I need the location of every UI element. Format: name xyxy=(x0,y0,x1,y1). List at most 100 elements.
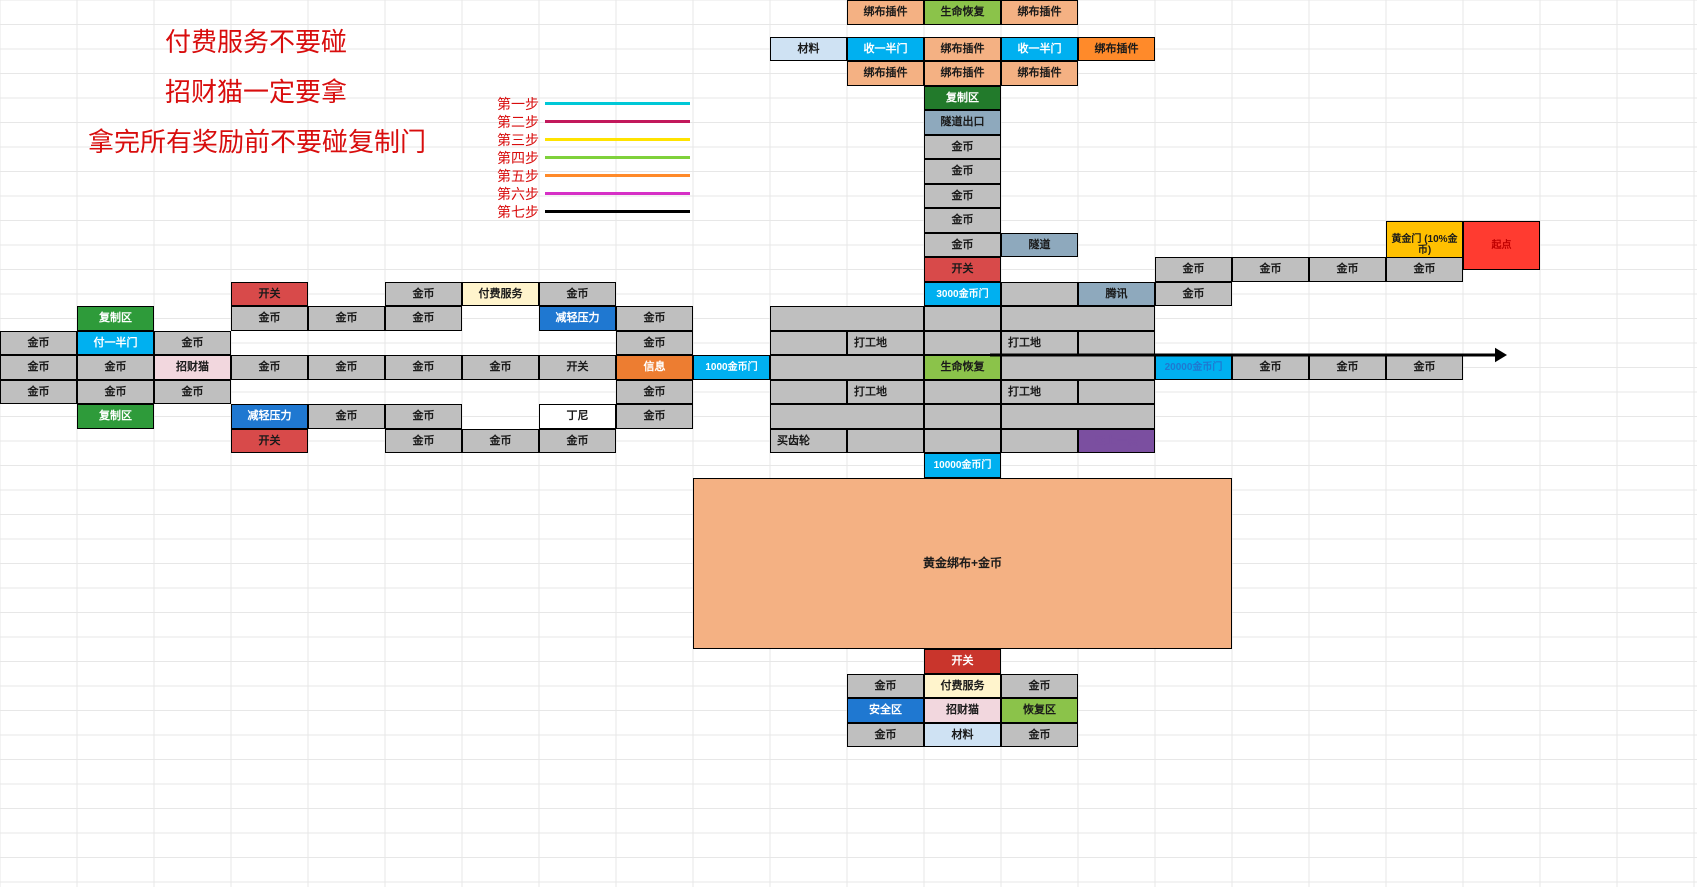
map-cell: 10000金币门 xyxy=(924,453,1001,478)
map-cell: 金币 xyxy=(924,233,1001,258)
map-cell: 打工地 xyxy=(847,331,924,356)
map-cell: 金币 xyxy=(77,355,154,380)
map-cell: 金币 xyxy=(308,355,385,380)
map-cell: 金币 xyxy=(385,429,462,454)
advice-note: 招财猫一定要拿 xyxy=(165,72,347,109)
map-cell: 3000金币门 xyxy=(924,282,1001,307)
map-cell: 收一半门 xyxy=(1001,37,1078,62)
map-cell: 绑布插件 xyxy=(847,0,924,25)
map-cell xyxy=(770,380,847,405)
map-cell: 绑布插件 xyxy=(924,61,1001,86)
map-cell xyxy=(924,380,1001,405)
map-cell: 金币 xyxy=(616,380,693,405)
legend-step-label: 第二步 xyxy=(497,112,539,132)
map-cell: 信息 xyxy=(616,355,693,380)
map-cell: 生命恢复 xyxy=(924,0,1001,25)
legend-step-line xyxy=(545,138,690,141)
map-cell: 金币 xyxy=(616,331,693,356)
map-cell: 黄金绑布+金币 xyxy=(693,478,1232,650)
map-cell: 金币 xyxy=(1232,257,1309,282)
map-cell: 付费服务 xyxy=(462,282,539,307)
map-cell: 付费服务 xyxy=(924,674,1001,699)
map-cell: 起点 xyxy=(1463,221,1540,270)
map-cell: 金币 xyxy=(924,135,1001,160)
map-cell: 金币 xyxy=(231,355,308,380)
map-cell: 腾讯 xyxy=(1078,282,1155,307)
legend-step-label: 第四步 xyxy=(497,148,539,168)
map-cell: 回上一层 xyxy=(1078,429,1155,454)
map-cell: 付一半门 xyxy=(77,331,154,356)
map-cell: 丁尼 xyxy=(539,404,616,429)
map-cell xyxy=(924,306,1001,331)
map-cell xyxy=(1078,380,1155,405)
map-cell: 金币 xyxy=(154,331,231,356)
map-cell xyxy=(770,404,924,429)
map-cell: 绑布插件 xyxy=(1001,61,1078,86)
map-cell: 1000金币门 xyxy=(693,355,770,380)
map-cell xyxy=(1001,429,1078,454)
map-cell: 金币 xyxy=(385,282,462,307)
legend-step-line xyxy=(545,156,690,159)
map-cell xyxy=(770,331,847,356)
map-cell: 减轻压力 xyxy=(231,404,308,429)
map-cell: 恢复区 xyxy=(1001,698,1078,723)
map-cell: 买齿轮 xyxy=(770,429,847,454)
map-cell: 复制区 xyxy=(77,404,154,429)
map-cell xyxy=(924,404,1001,429)
map-cell xyxy=(770,306,924,331)
map-cell: 金币 xyxy=(539,282,616,307)
map-cell: 金币 xyxy=(847,723,924,748)
legend-step-line xyxy=(545,210,690,213)
map-cell: 金币 xyxy=(385,306,462,331)
legend-step-label: 第五步 xyxy=(497,166,539,186)
map-cell xyxy=(770,355,924,380)
map-cell: 金币 xyxy=(462,429,539,454)
map-cell: 招财猫 xyxy=(924,698,1001,723)
map-cell xyxy=(1001,404,1155,429)
map-cell: 绑布插件 xyxy=(1078,37,1155,62)
map-cell: 金币 xyxy=(1155,257,1232,282)
map-cell xyxy=(1001,282,1078,307)
map-cell: 金币 xyxy=(847,674,924,699)
map-cell: 金币 xyxy=(0,331,77,356)
map-cell: 收一半门 xyxy=(847,37,924,62)
map-cell: 开关 xyxy=(924,257,1001,282)
map-cell: 金币 xyxy=(616,306,693,331)
map-cell: 打工地 xyxy=(847,380,924,405)
map-cell: 金币 xyxy=(616,404,693,429)
advice-note: 拿完所有奖励前不要碰复制门 xyxy=(88,122,426,159)
map-cell: 减轻压力 xyxy=(539,306,616,331)
map-cell: 金币 xyxy=(462,355,539,380)
map-cell: 金币 xyxy=(1001,723,1078,748)
map-cell: 金币 xyxy=(1386,257,1463,282)
map-cell: 金币 xyxy=(1155,282,1232,307)
legend-step-label: 第三步 xyxy=(497,130,539,150)
map-cell: 金币 xyxy=(924,159,1001,184)
map-cell: 隧道 xyxy=(1001,233,1078,258)
map-cell: 金币 xyxy=(1001,674,1078,699)
map-cell: 金币 xyxy=(1309,257,1386,282)
legend-step-line xyxy=(545,120,690,123)
map-cell: 金币 xyxy=(924,208,1001,233)
legend-step-label: 第一步 xyxy=(497,94,539,114)
map-cell xyxy=(924,429,1001,454)
map-cell: 打工地 xyxy=(1001,380,1078,405)
map-cell: 金币 xyxy=(385,355,462,380)
map-cell: 材料 xyxy=(770,37,847,62)
map-cell: 复制区 xyxy=(77,306,154,331)
map-cell: 开关 xyxy=(924,649,1001,674)
progress-arrow xyxy=(988,341,1509,369)
map-cell: 复制区 xyxy=(924,86,1001,111)
map-cell: 金币 xyxy=(0,380,77,405)
map-cell: 金币 xyxy=(308,306,385,331)
legend-step-label: 第六步 xyxy=(497,184,539,204)
map-cell: 绑布插件 xyxy=(1001,0,1078,25)
map-cell: 金币 xyxy=(154,380,231,405)
map-cell: 绑布插件 xyxy=(924,37,1001,62)
advice-note: 付费服务不要碰 xyxy=(165,22,347,59)
map-cell xyxy=(847,429,924,454)
legend-step-line xyxy=(545,174,690,177)
map-cell: 材料 xyxy=(924,723,1001,748)
map-cell xyxy=(1001,306,1155,331)
legend-step-label: 第七步 xyxy=(497,202,539,222)
